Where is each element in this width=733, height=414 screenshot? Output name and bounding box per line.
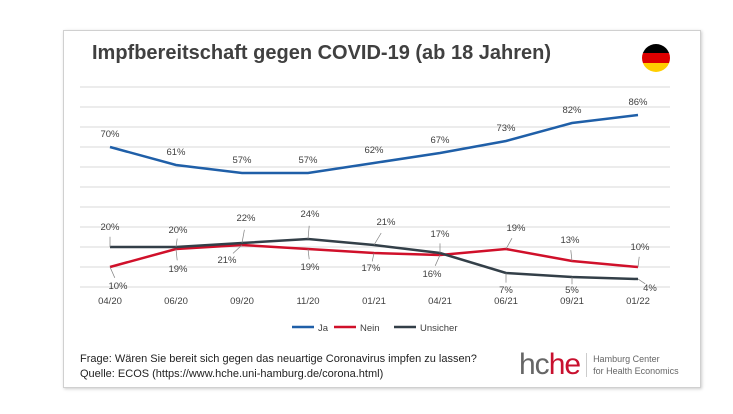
- data-label: 17%: [430, 229, 450, 240]
- x-tick-label: 09/20: [230, 296, 254, 307]
- legend-label: Unsicher: [420, 323, 458, 334]
- data-label: 19%: [168, 264, 188, 275]
- leader-line: [175, 248, 178, 261]
- x-tick-label: 09/21: [560, 296, 584, 307]
- leader-line: [373, 232, 382, 246]
- data-label: 16%: [422, 269, 442, 280]
- data-label: 57%: [232, 155, 252, 166]
- data-label: 82%: [562, 105, 582, 116]
- chart-title: Impfbereitschaft gegen COVID-19 (ab 18 J…: [92, 42, 552, 64]
- data-label: 7%: [499, 285, 513, 296]
- x-tick-label: 01/21: [362, 296, 386, 307]
- data-label: 70%: [100, 129, 120, 140]
- data-label: 10%: [630, 242, 650, 253]
- data-label: 22%: [236, 213, 256, 224]
- series-line-ja: [109, 113, 639, 175]
- x-tick-label: 06/20: [164, 296, 188, 307]
- data-label: 10%: [108, 281, 128, 292]
- chart-card: [63, 30, 701, 388]
- data-label: 62%: [364, 145, 384, 156]
- data-label: 20%: [100, 222, 120, 233]
- data-label: 67%: [430, 135, 450, 146]
- leader-line: [175, 238, 178, 248]
- leader-line: [434, 254, 441, 266]
- x-tick-label: 11/20: [296, 296, 319, 307]
- data-label: 20%: [168, 225, 188, 236]
- leader-line: [241, 229, 245, 244]
- leader-line: [371, 252, 375, 262]
- footnote: Frage: Wären Sie bereit sich gegen das n…: [80, 352, 477, 382]
- x-tick-label: 06/21: [494, 296, 518, 307]
- legend-label: Ja: [318, 323, 329, 334]
- data-label: 5%: [565, 285, 579, 296]
- data-label: 19%: [300, 262, 320, 273]
- leader-line: [637, 278, 646, 285]
- x-tick-label: 04/21: [428, 296, 452, 307]
- data-label: 13%: [560, 235, 580, 246]
- leader-line: [505, 238, 513, 250]
- data-label: 21%: [217, 255, 237, 266]
- german-flag-icon: [642, 44, 670, 72]
- data-label: 61%: [166, 147, 186, 158]
- x-tick-label: 04/20: [98, 296, 122, 307]
- data-label: 19%: [506, 223, 526, 234]
- data-label: 24%: [300, 209, 320, 220]
- leader-line: [637, 256, 640, 268]
- data-label: 86%: [628, 97, 648, 108]
- data-label: 4%: [643, 283, 657, 294]
- leader-line: [307, 225, 310, 240]
- source-text: Quelle: ECOS (https://www.hche.uni-hambu…: [80, 368, 384, 380]
- data-label: 73%: [496, 123, 516, 134]
- leader-line: [109, 266, 116, 278]
- leader-line: [570, 250, 573, 262]
- legend-label: Nein: [360, 323, 380, 334]
- hche-logo: hche Hamburg Center for Health Economics: [519, 348, 679, 381]
- question-text: Frage: Wären Sie bereit sich gegen das n…: [80, 353, 477, 365]
- leader-line: [307, 248, 310, 260]
- x-tick-label: 01/22: [626, 296, 650, 307]
- data-label: 17%: [361, 263, 381, 274]
- leader-line: [232, 244, 243, 254]
- data-label: 21%: [376, 217, 396, 228]
- data-label: 57%: [298, 155, 318, 166]
